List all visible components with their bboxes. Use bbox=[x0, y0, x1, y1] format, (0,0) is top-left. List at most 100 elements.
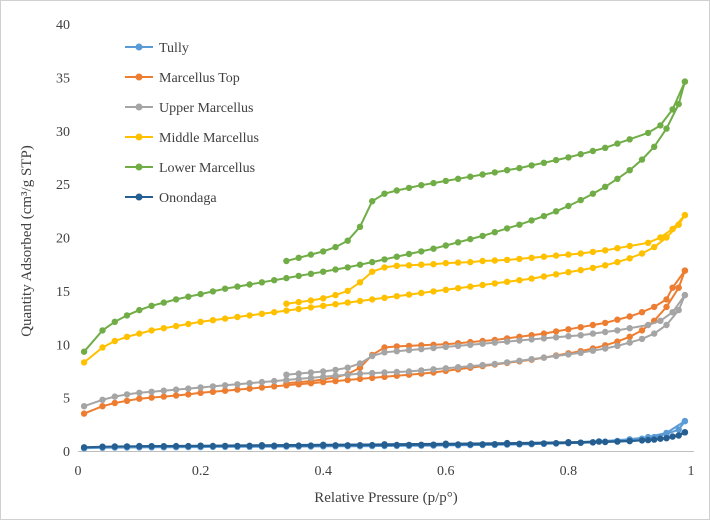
data-point bbox=[369, 198, 376, 205]
data-point bbox=[669, 106, 676, 113]
data-point bbox=[221, 315, 229, 322]
data-point bbox=[602, 262, 609, 269]
data-point bbox=[271, 377, 278, 385]
data-point bbox=[540, 354, 548, 361]
data-point bbox=[681, 429, 689, 436]
data-point bbox=[430, 288, 437, 295]
data-point bbox=[80, 348, 88, 355]
data-point bbox=[540, 212, 548, 220]
legend-label: Tully bbox=[159, 41, 189, 56]
data-point bbox=[405, 184, 413, 192]
data-point bbox=[644, 436, 652, 444]
data-point bbox=[405, 346, 413, 354]
data-point bbox=[381, 294, 388, 301]
data-point bbox=[123, 391, 131, 398]
data-point bbox=[663, 125, 670, 132]
data-point bbox=[123, 333, 131, 340]
series-upper-marcellus bbox=[80, 291, 689, 410]
data-point bbox=[320, 368, 327, 375]
data-point bbox=[430, 366, 437, 373]
data-point bbox=[442, 242, 449, 249]
data-point bbox=[638, 250, 646, 257]
data-point bbox=[589, 190, 597, 197]
data-point bbox=[430, 179, 437, 187]
data-point bbox=[626, 136, 633, 143]
data-point bbox=[638, 156, 646, 163]
data-point bbox=[663, 321, 670, 329]
data-point bbox=[503, 338, 511, 345]
legend-label: Middle Marcellus bbox=[159, 131, 259, 146]
y-tick-label: 5 bbox=[63, 392, 70, 407]
data-point bbox=[565, 269, 572, 276]
data-point bbox=[172, 386, 180, 393]
data-point bbox=[552, 352, 560, 360]
data-point bbox=[344, 376, 351, 384]
data-point bbox=[197, 318, 204, 325]
x-tick-labels: 0 0.2 0.4 0.6 0.8 1 bbox=[75, 464, 695, 479]
data-point bbox=[454, 175, 462, 182]
data-point bbox=[172, 296, 180, 303]
data-point bbox=[99, 327, 106, 334]
data-point bbox=[111, 399, 119, 407]
data-point bbox=[320, 441, 327, 448]
data-point bbox=[454, 364, 462, 371]
data-point bbox=[123, 312, 131, 319]
data-point bbox=[614, 140, 621, 147]
data-point bbox=[283, 274, 290, 282]
data-point bbox=[430, 261, 437, 268]
data-point bbox=[258, 310, 266, 317]
data-point bbox=[675, 426, 682, 433]
data-point bbox=[246, 312, 253, 319]
data-point bbox=[369, 374, 376, 382]
legend-marker bbox=[135, 43, 143, 51]
data-point bbox=[356, 279, 364, 286]
data-point bbox=[136, 442, 143, 450]
data-point bbox=[589, 321, 597, 329]
data-point bbox=[565, 439, 572, 446]
data-point bbox=[540, 335, 548, 342]
data-point bbox=[681, 211, 689, 219]
data-point bbox=[657, 234, 664, 241]
data-point bbox=[295, 298, 302, 306]
data-point bbox=[657, 435, 664, 442]
data-point bbox=[209, 288, 217, 295]
data-point bbox=[381, 256, 388, 263]
data-point bbox=[602, 328, 609, 336]
data-point bbox=[148, 302, 155, 309]
desorption-line bbox=[286, 294, 686, 376]
data-point bbox=[669, 309, 676, 316]
data-point bbox=[80, 403, 88, 410]
data-point bbox=[111, 337, 119, 345]
data-point bbox=[209, 383, 217, 390]
data-point bbox=[491, 339, 498, 346]
data-point bbox=[577, 266, 584, 274]
data-point bbox=[136, 306, 143, 314]
data-point bbox=[356, 223, 364, 230]
legend-label: Onondaga bbox=[159, 191, 217, 206]
data-point bbox=[669, 433, 676, 440]
data-point bbox=[651, 143, 658, 150]
y-tick-label: 10 bbox=[56, 338, 70, 353]
data-point bbox=[626, 333, 633, 340]
data-point bbox=[528, 356, 535, 363]
data-point bbox=[454, 342, 462, 350]
data-point bbox=[589, 330, 597, 337]
data-point bbox=[160, 387, 167, 394]
data-point bbox=[644, 239, 652, 246]
data-point bbox=[393, 187, 400, 194]
data-point bbox=[528, 275, 535, 282]
data-point bbox=[332, 301, 339, 308]
data-point bbox=[442, 259, 449, 267]
data-point bbox=[669, 284, 676, 291]
data-point bbox=[234, 386, 241, 393]
series-lower-marcellus bbox=[80, 78, 689, 355]
data-point bbox=[185, 385, 192, 392]
data-point bbox=[405, 262, 413, 269]
data-point bbox=[381, 349, 388, 356]
legend-item: Middle Marcellus bbox=[125, 131, 259, 146]
data-point bbox=[160, 393, 167, 400]
y-tick-label: 15 bbox=[56, 285, 70, 300]
data-point bbox=[148, 327, 155, 334]
data-point bbox=[99, 443, 106, 450]
